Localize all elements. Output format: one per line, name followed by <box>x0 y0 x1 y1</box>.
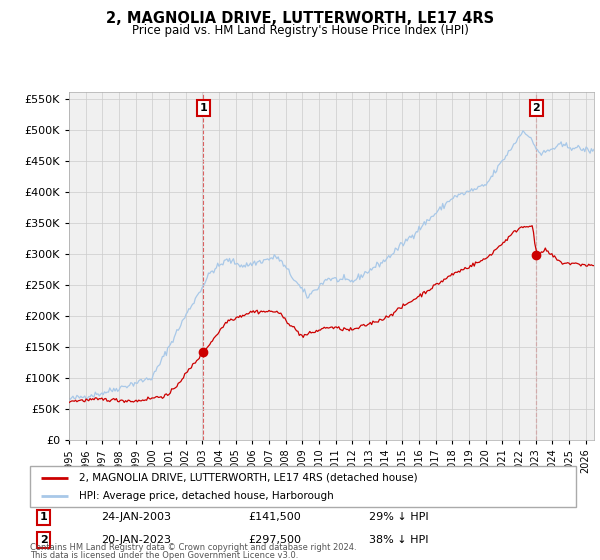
Text: 38% ↓ HPI: 38% ↓ HPI <box>368 535 428 545</box>
Text: 24-JAN-2003: 24-JAN-2003 <box>101 512 171 522</box>
FancyBboxPatch shape <box>30 466 576 507</box>
Text: 29% ↓ HPI: 29% ↓ HPI <box>368 512 428 522</box>
Text: This data is licensed under the Open Government Licence v3.0.: This data is licensed under the Open Gov… <box>30 551 298 560</box>
Text: Contains HM Land Registry data © Crown copyright and database right 2024.: Contains HM Land Registry data © Crown c… <box>30 543 356 552</box>
Text: 2: 2 <box>40 535 47 545</box>
Text: Price paid vs. HM Land Registry's House Price Index (HPI): Price paid vs. HM Land Registry's House … <box>131 24 469 37</box>
Text: £297,500: £297,500 <box>248 535 301 545</box>
Text: 2, MAGNOLIA DRIVE, LUTTERWORTH, LE17 4RS: 2, MAGNOLIA DRIVE, LUTTERWORTH, LE17 4RS <box>106 11 494 26</box>
Text: HPI: Average price, detached house, Harborough: HPI: Average price, detached house, Harb… <box>79 491 334 501</box>
Text: 2: 2 <box>533 103 541 113</box>
Text: £141,500: £141,500 <box>248 512 301 522</box>
Text: 20-JAN-2023: 20-JAN-2023 <box>101 535 171 545</box>
Text: 1: 1 <box>200 103 208 113</box>
Text: 2, MAGNOLIA DRIVE, LUTTERWORTH, LE17 4RS (detached house): 2, MAGNOLIA DRIVE, LUTTERWORTH, LE17 4RS… <box>79 473 418 483</box>
Text: 1: 1 <box>40 512 47 522</box>
